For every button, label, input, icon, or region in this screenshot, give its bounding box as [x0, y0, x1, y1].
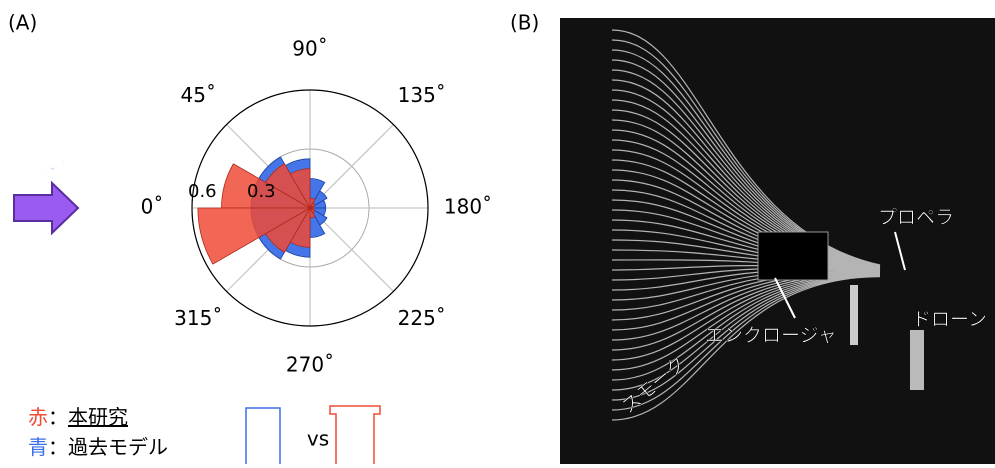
r-tick-label: 0.6 — [188, 181, 217, 202]
odor-label: 匂い — [22, 150, 67, 176]
theta-tick-label: 270˚ — [286, 353, 334, 377]
stand — [850, 285, 858, 345]
legend-label: 本研究 — [68, 405, 128, 429]
figure: (A) (B) 匂い プロペラ エンクロージャ ドローン スモーク 赤：本研究 … — [0, 0, 995, 464]
photo-label: プロペラ — [878, 207, 954, 229]
legend-key: 青 — [28, 435, 48, 459]
stand — [910, 330, 924, 390]
theta-tick-label: 180˚ — [444, 195, 492, 219]
legend-label: 過去モデル — [68, 435, 168, 459]
legend-entry: 赤：本研究 — [28, 405, 128, 429]
legend-key: 赤 — [28, 405, 48, 429]
photo-label: エンクロージャ — [705, 325, 837, 347]
theta-tick-label: 315˚ — [174, 306, 222, 330]
theta-tick-label: 45˚ — [181, 83, 216, 107]
legend-entry: 青：過去モデル — [28, 435, 168, 459]
enclosure — [758, 232, 828, 280]
theta-tick-label: 0˚ — [141, 195, 164, 219]
old-model-icon — [246, 408, 280, 464]
legend-sep: ： — [48, 435, 68, 459]
odor-arrow — [14, 183, 78, 233]
panel-label: (B) — [510, 11, 539, 35]
r-tick-label: 0.3 — [247, 181, 276, 202]
vs-label: vs — [307, 427, 329, 451]
panel-label: (A) — [8, 11, 37, 35]
theta-tick-label: 225˚ — [398, 306, 446, 330]
legend-sep: ： — [48, 405, 68, 429]
theta-tick-label: 135˚ — [398, 83, 446, 107]
photo-label: ドローン — [912, 309, 987, 331]
theta-tick-label: 90˚ — [292, 37, 327, 61]
new-model-icon — [330, 406, 380, 464]
photo: プロペラ エンクロージャ ドローン スモーク — [560, 18, 995, 464]
